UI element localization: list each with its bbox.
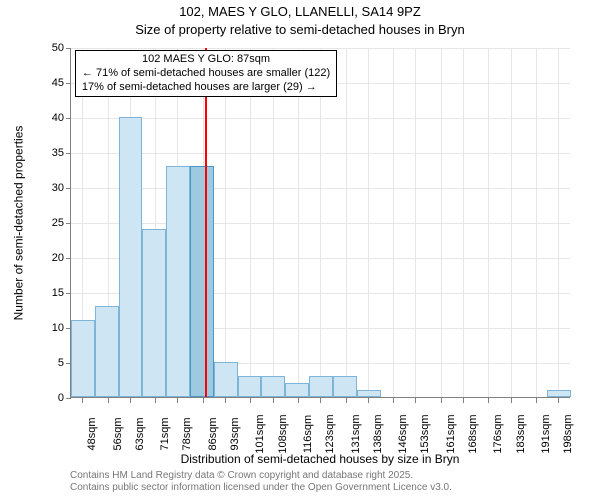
gridline-v <box>225 48 226 397</box>
histogram-bar <box>95 306 119 397</box>
x-tick-mark <box>536 398 537 403</box>
histogram-bar <box>238 376 262 397</box>
y-tick-mark <box>66 223 71 224</box>
y-tick-mark <box>66 258 71 259</box>
y-tick-label: 5 <box>24 357 64 369</box>
histogram-bar <box>261 376 285 397</box>
gridline-v <box>320 48 321 397</box>
y-tick-label: 25 <box>24 217 64 229</box>
histogram-bar <box>285 383 309 397</box>
histogram-bar <box>547 390 571 397</box>
histogram-bar <box>214 362 238 397</box>
y-tick-label: 0 <box>24 392 64 404</box>
x-tick-mark <box>368 398 369 403</box>
x-tick-mark <box>511 398 512 403</box>
x-tick-mark <box>346 398 347 403</box>
y-tick-label: 20 <box>24 252 64 264</box>
histogram-bar <box>71 320 95 397</box>
x-tick-mark <box>558 398 559 403</box>
gridline-v <box>536 48 537 397</box>
y-tick-mark <box>66 118 71 119</box>
x-tick-mark <box>298 398 299 403</box>
x-tick-mark <box>463 398 464 403</box>
plot-area: 48sqm56sqm63sqm71sqm78sqm86sqm93sqm101sq… <box>70 48 570 398</box>
x-tick-mark <box>155 398 156 403</box>
gridline-v <box>346 48 347 397</box>
y-tick-label: 50 <box>24 42 64 54</box>
chart-title: 102, MAES Y GLO, LLANELLI, SA14 9PZ <box>0 4 600 19</box>
x-tick-mark <box>108 398 109 403</box>
attribution-footer: Contains HM Land Registry data © Crown c… <box>70 470 452 494</box>
y-tick-label: 35 <box>24 147 64 159</box>
y-tick-mark <box>66 188 71 189</box>
x-tick-mark <box>441 398 442 403</box>
x-tick-mark <box>130 398 131 403</box>
y-tick-mark <box>66 293 71 294</box>
histogram-bar <box>119 117 143 397</box>
histogram-bar <box>309 376 333 397</box>
y-tick-label: 40 <box>24 112 64 124</box>
gridline-v <box>298 48 299 397</box>
annotation-line: 102 MAES Y GLO: 87sqm <box>82 53 330 67</box>
gridline-v <box>558 48 559 397</box>
gridline-v <box>393 48 394 397</box>
x-tick-mark <box>273 398 274 403</box>
histogram-bar <box>142 229 166 397</box>
reference-line <box>205 48 207 397</box>
y-tick-label: 30 <box>24 182 64 194</box>
gridline-v <box>511 48 512 397</box>
gridline-v <box>273 48 274 397</box>
y-tick-mark <box>66 83 71 84</box>
y-tick-label: 10 <box>24 322 64 334</box>
x-tick-mark <box>320 398 321 403</box>
gridline-v <box>441 48 442 397</box>
x-tick-mark <box>225 398 226 403</box>
footer-line: Contains HM Land Registry data © Crown c… <box>70 470 452 482</box>
y-tick-mark <box>66 153 71 154</box>
histogram-bar <box>333 376 357 397</box>
x-tick-mark <box>250 398 251 403</box>
x-tick-mark <box>415 398 416 403</box>
chart-subtitle: Size of property relative to semi-detach… <box>0 22 600 37</box>
histogram-bar <box>357 390 381 397</box>
footer-line: Contains public sector information licen… <box>70 482 452 494</box>
annotation-box: 102 MAES Y GLO: 87sqm← 71% of semi-detac… <box>75 50 337 97</box>
histogram-bar <box>166 166 190 397</box>
annotation-line: 17% of semi-detached houses are larger (… <box>82 81 330 95</box>
x-tick-mark <box>393 398 394 403</box>
chart-container: 102, MAES Y GLO, LLANELLI, SA14 9PZ Size… <box>0 0 600 500</box>
y-tick-label: 45 <box>24 77 64 89</box>
x-tick-mark <box>82 398 83 403</box>
y-tick-mark <box>66 398 71 399</box>
gridline-v <box>368 48 369 397</box>
gridline-v <box>463 48 464 397</box>
x-tick-mark <box>488 398 489 403</box>
gridline-v <box>488 48 489 397</box>
annotation-line: ← 71% of semi-detached houses are smalle… <box>82 67 330 81</box>
x-tick-mark <box>177 398 178 403</box>
gridline-v <box>415 48 416 397</box>
gridline-v <box>250 48 251 397</box>
y-tick-mark <box>66 48 71 49</box>
x-axis-label: Distribution of semi-detached houses by … <box>70 452 570 466</box>
histogram-bar <box>190 166 214 397</box>
x-tick-mark <box>203 398 204 403</box>
y-tick-label: 15 <box>24 287 64 299</box>
